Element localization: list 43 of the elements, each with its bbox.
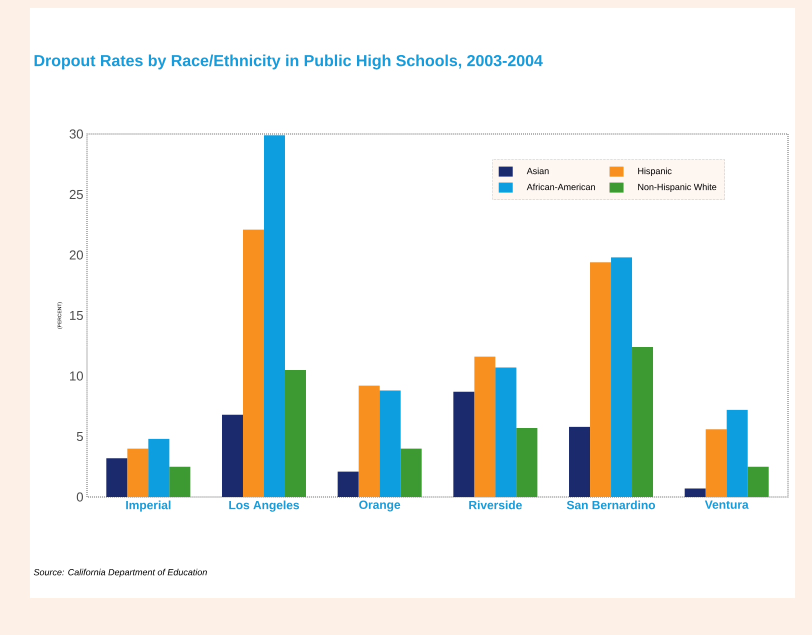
x-tick-label: Los Angeles xyxy=(229,500,300,512)
y-tick-label: 0 xyxy=(76,492,83,502)
bar xyxy=(358,386,380,497)
bar xyxy=(338,472,359,497)
x-tick-label: Imperial xyxy=(126,500,170,512)
bar xyxy=(453,392,474,497)
y-tick-label: 20 xyxy=(70,250,83,260)
bar xyxy=(495,368,516,497)
bar xyxy=(222,414,243,497)
bar xyxy=(684,488,706,497)
x-tick-label: Orange xyxy=(359,500,400,512)
bar xyxy=(611,257,632,497)
legend-label: Asian xyxy=(526,168,549,174)
y-tick-label: 15 xyxy=(70,310,83,320)
y-tick-label: 30 xyxy=(70,129,83,139)
x-tick-label: San Bernardino xyxy=(566,500,656,510)
chart-title: Dropout Rates by Race/Ethnicity in Public High Schools, 2003-2004 xyxy=(34,54,543,70)
bar xyxy=(148,438,170,497)
bar xyxy=(726,410,748,497)
bar xyxy=(127,448,148,497)
bar xyxy=(748,466,769,497)
y-tick-label: 5 xyxy=(76,432,83,442)
bar xyxy=(706,429,727,497)
bar xyxy=(590,262,612,497)
y-tick-label: 25 xyxy=(70,190,83,200)
x-tick-label: Riverside xyxy=(469,500,522,510)
bar xyxy=(242,230,264,497)
x-tick-label: Ventura xyxy=(704,500,749,509)
bar xyxy=(380,390,401,497)
bar xyxy=(264,135,285,497)
bar xyxy=(106,458,128,497)
bar xyxy=(169,466,190,497)
legend-label: Non-Hispanic White xyxy=(638,184,716,192)
y-tick-label: 10 xyxy=(70,371,83,381)
bar xyxy=(474,356,496,497)
bar xyxy=(569,426,590,497)
legend-label: Hispanic xyxy=(638,168,672,176)
bar xyxy=(400,448,422,497)
source-note: Source: California Department of Education xyxy=(34,568,207,578)
bar xyxy=(284,370,306,497)
bar xyxy=(516,428,538,497)
legend-label: African-American xyxy=(526,184,595,190)
bar xyxy=(632,346,654,497)
